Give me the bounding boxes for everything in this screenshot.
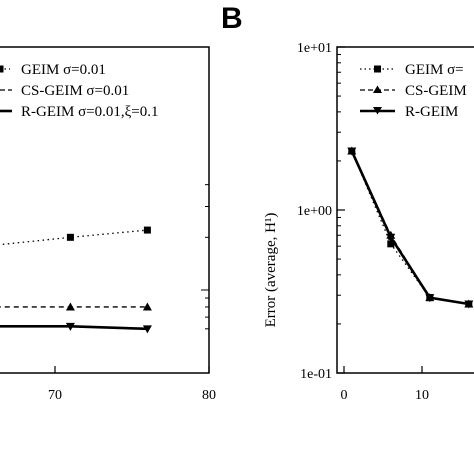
panel-b-data-point — [464, 300, 474, 309]
panel-a-series-line-3 — [0, 325, 148, 331]
panel-b-x-tick-label: 10 — [415, 388, 429, 403]
legend-label-b-r-geim: R-GEIM — [405, 104, 458, 120]
legend-marker-b-cs-geim — [373, 85, 382, 93]
panel-a-x-tick-label: 70 — [48, 388, 62, 403]
legend-label-r-geim: R-GEIM σ=0.01,ξ=0.1 — [21, 104, 159, 120]
panel-a-x-tick-label: 80 — [202, 388, 216, 403]
panel-a-axis-ticks: 607080 — [48, 184, 216, 403]
panel-b-label: B — [221, 2, 243, 35]
legend-marker-geim — [0, 65, 4, 73]
panel-b-data-point — [425, 294, 435, 303]
panel-b-data-point — [387, 240, 395, 248]
panel-a-plot-frame — [0, 46, 210, 374]
panel-a-series-line-1 — [0, 229, 148, 246]
panel-a-data-point — [65, 302, 75, 311]
panel-a: 607080 GEIM σ=0.01 CS-GEIM σ=0.01 R-GEIM… — [0, 46, 216, 403]
panel-b-x-tick-label: 0 — [341, 388, 348, 403]
legend-marker-b-geim — [374, 65, 381, 73]
panel-a-data-point — [66, 233, 74, 241]
panel-a-data-point — [142, 302, 152, 311]
legend-marker-b-r-geim — [373, 107, 382, 115]
panel-b-series — [347, 146, 474, 309]
legend-label-geim: GEIM σ=0.01 — [21, 62, 106, 78]
panel-b-legend: GEIM σ= CS-GEIM R-GEIM — [360, 62, 467, 120]
panel-b-series-line-2 — [351, 150, 469, 305]
panel-b-data-point — [347, 147, 357, 156]
panel-b-axis-ticks: 1e+01 1e+00 1e-01 0 10 — [297, 41, 429, 403]
panel-b-y-tick-label: 1e-01 — [300, 367, 332, 382]
panel-a-data-point — [65, 322, 75, 331]
legend-label-cs-geim: CS-GEIM σ=0.01 — [21, 83, 129, 99]
legend-label-b-geim: GEIM σ= — [405, 62, 464, 78]
panel-b-series-line-3 — [350, 150, 470, 306]
panel-b-y-tick-label: 1e+01 — [297, 41, 332, 56]
panel-a-data-point — [142, 325, 152, 334]
panel-b: B Error (average, H¹) 1e+01 1e+00 1e-01 0 10… — [221, 2, 474, 403]
panel-b-y-tick-label: 1e+00 — [297, 204, 332, 219]
panel-b-y-axis-label: Error (average, H¹) — [263, 213, 279, 328]
panel-a-legend: GEIM σ=0.01 CS-GEIM σ=0.01 R-GEIM σ=0.01… — [0, 62, 159, 120]
panel-a-series — [0, 226, 152, 334]
panel-b-series-line-1 — [351, 150, 469, 305]
panel-a-data-point — [143, 226, 151, 234]
panel-b-data-point — [386, 233, 396, 242]
legend-label-b-cs-geim: CS-GEIM — [405, 83, 467, 99]
